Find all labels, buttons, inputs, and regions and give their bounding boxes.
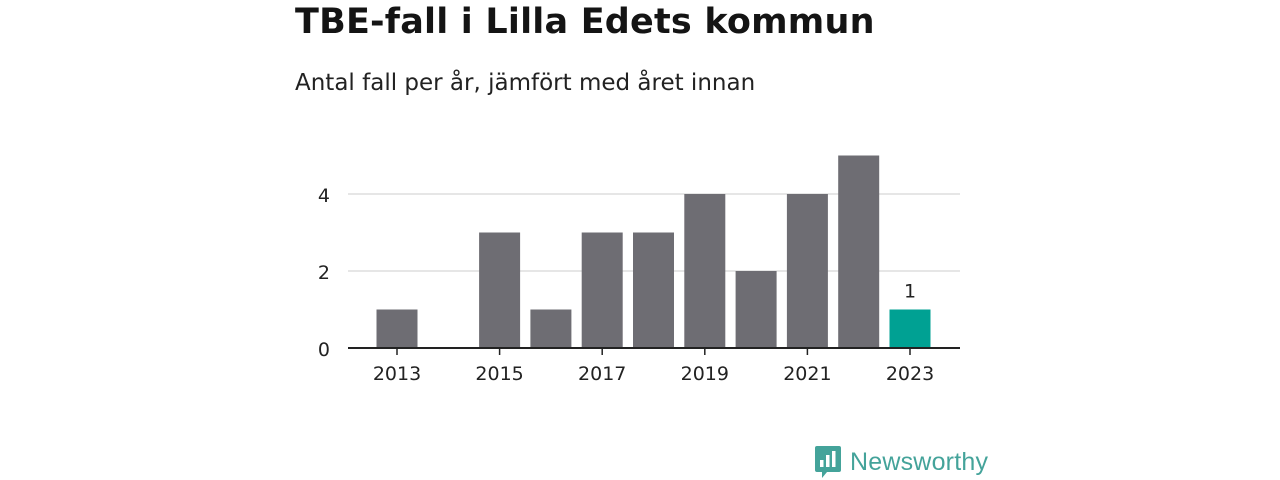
bar [684,194,726,348]
chart-subtitle: Antal fall per år, jämfört med året inna… [295,70,756,96]
x-tick-label: 2023 [886,363,934,385]
y-tick-label: 4 [318,185,330,207]
bar [633,232,674,348]
x-tick-label: 2019 [681,363,729,385]
bar [530,309,572,348]
bar-highlighted [889,309,931,348]
bar [786,194,828,348]
bar [479,232,521,348]
bar [581,232,623,348]
bar-chart: 0 2 4 1 2013 2015 2017 2019 2021 2023 [318,155,960,385]
x-tick-label: 2015 [475,363,523,385]
bar [838,155,880,348]
newsworthy-logo: Newsworthy [814,445,988,479]
bar [735,271,777,348]
bar [376,309,418,348]
y-tick-label: 2 [318,262,330,284]
data-label: 1 [904,281,916,303]
newsworthy-logo-text: Newsworthy [850,447,989,476]
y-tick-label: 0 [318,339,330,361]
newsworthy-logo-icon [815,446,841,478]
x-tick-label: 2017 [578,363,626,385]
x-tick-label: 2013 [373,363,421,385]
x-tick-label: 2021 [783,363,831,385]
chart-title: TBE-fall i Lilla Edets kommun [295,2,875,42]
